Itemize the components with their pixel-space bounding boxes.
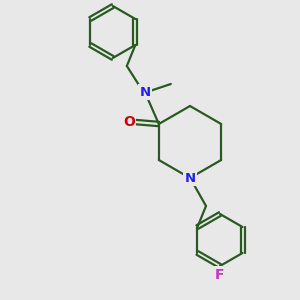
Text: O: O [123,115,135,129]
Text: N: N [139,85,150,98]
Text: N: N [184,172,196,184]
Text: F: F [215,268,225,282]
